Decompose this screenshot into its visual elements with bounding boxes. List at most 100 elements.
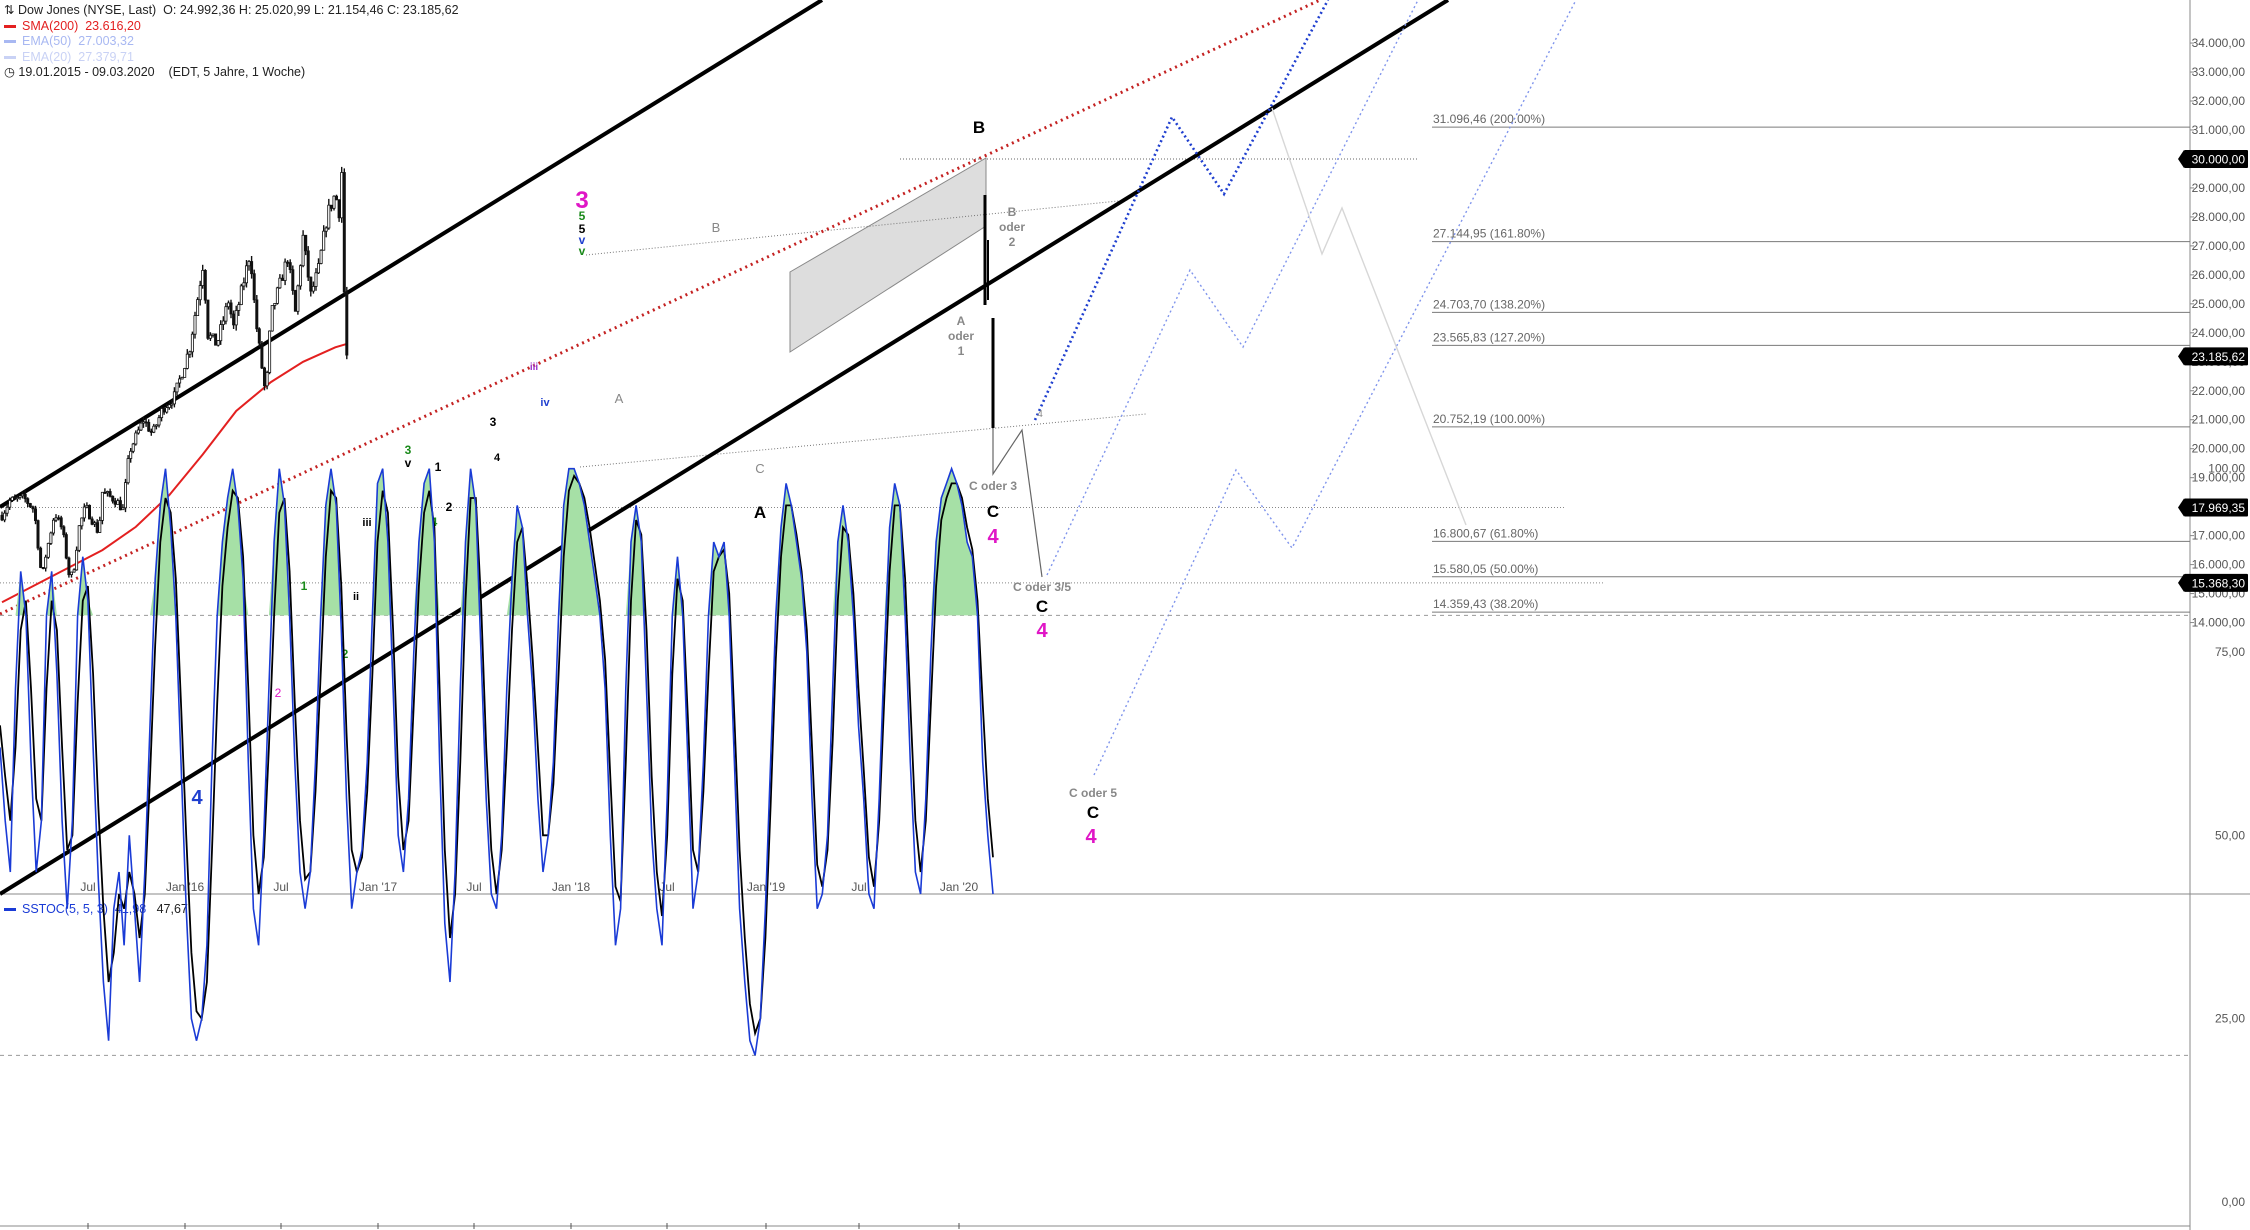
candle-body [121,507,125,511]
price-tag-arrow [2178,149,2184,168]
candle-body [162,408,166,413]
candle-body [13,496,17,499]
x-tick-label: Jul [466,880,481,894]
sstoc-d-value: 47,67 [156,902,188,916]
sstoc-label: SSTOC(5, 5, 3) [22,902,108,916]
wave-label: C oder 3/5 [1013,580,1071,594]
candle-body [49,532,53,544]
candle-body [322,230,326,251]
candle-body [185,353,189,369]
legend-ema50-row[interactable]: EMA(50) 27.003,32 [4,34,459,50]
legend-sma-label: SMA(200) [22,18,79,33]
price-tag-arrow [2178,498,2184,517]
candle-body [239,285,243,305]
candle-body [77,525,81,551]
price-tag-box [2184,573,2248,592]
price-tag: 17.969,35 [2178,498,2248,517]
candle-body [90,518,94,525]
scenario-blue-tertiary [1093,0,1577,776]
candle-body [165,407,169,413]
legend-ema20-row[interactable]: EMA(20) 27.379,71 [4,50,459,66]
fib-level-label: 15.580,05 (50.00%) [1433,562,1538,576]
y-tick-label: 26.000,00 [2192,268,2246,282]
candle-body [306,250,310,278]
wave-label: C [1087,803,1099,822]
candle-body [144,421,148,424]
y-tick-label: 20.000,00 [2192,442,2246,456]
candle-body [293,290,297,312]
y-tick-label: 31.000,00 [2192,123,2246,137]
candle-body [103,491,107,494]
wave-label: A [754,503,766,522]
x-tick-label: Jul [659,880,674,894]
candle-body [221,320,225,325]
candle-body [275,287,279,304]
sstoc-k-line [0,466,994,1056]
candle-body [219,324,223,342]
candle-body [193,315,197,335]
wave-label-stacked: A [957,314,966,328]
candle-body [21,493,25,497]
candle-body [208,334,212,339]
x-tick-label: Jul [80,880,95,894]
y-tick-label: 16.000,00 [2192,558,2246,572]
fib-level-label: 16.800,67 (61.80%) [1433,526,1538,540]
candle-body [270,305,274,332]
sstoc-y-tick-label: 25,00 [2215,1012,2245,1026]
candle-body [334,195,338,201]
legend-instrument: Dow Jones (NYSE, Last) [17,3,157,17]
wave-label: ii [353,591,359,603]
candle-body [28,503,32,508]
candle-body [134,432,138,445]
wave-label: 4 [987,526,999,548]
candle-body [57,517,61,520]
candle-body [170,403,174,406]
wave-label: 4 [1085,826,1097,848]
wave-label: 4 [1036,620,1048,642]
sstoc-legend[interactable]: SSTOC(5, 5, 3) 41,98 47,67 [4,902,188,916]
wave-label-stacked: 2 [1009,235,1016,249]
candle-body [332,195,336,209]
wave-label: 2 [275,686,282,700]
candle-body [232,313,236,326]
candle-body [214,333,218,346]
legend-ema20-value: 27.379,71 [78,49,134,64]
candle-body [234,310,238,326]
candle-body [8,499,12,508]
candle-body [260,342,264,369]
candle-body [298,265,302,287]
candle-body [106,491,110,494]
candle-body [36,520,40,549]
wave-label: C [1036,597,1048,616]
candle-body [340,172,344,219]
candle-body [85,504,89,508]
candle-body [124,482,128,509]
candle-body [131,443,135,452]
wave-label: 1 [435,460,442,474]
y-tick-label: 28.000,00 [2192,210,2246,224]
bars-icon: ⇅ [4,3,15,17]
candle-body [75,549,79,571]
legend-sma-row[interactable]: SMA(200) 23.616,20 [4,19,459,35]
candle-body [178,378,182,384]
fib-level-label: 23.565,83 (127.20%) [1433,330,1545,344]
fib-level-label: 27.144,95 (161.80%) [1433,227,1545,241]
candle-body [329,204,333,209]
candle-body [41,567,45,570]
x-tick-label: Jul [851,880,866,894]
legend-instrument-row: ⇅ Dow Jones (NYSE, Last) O: 24.992,36 H:… [4,3,459,19]
candle-body [3,512,7,521]
fib-level-label: 31.096,46 (200.00%) [1433,112,1545,126]
candle-body [345,291,349,356]
candle-body [100,491,104,521]
candle-body [147,421,151,432]
candle-body [136,429,140,434]
candle-body [154,424,158,427]
candle-body [206,299,210,339]
price-tag: 23.185,62 [2178,347,2248,366]
candle-body [291,269,295,291]
wave-label: B [973,118,985,137]
y-tick-label: 17.000,00 [2192,529,2246,543]
fib-level-label: 24.703,70 (138.20%) [1433,297,1545,311]
